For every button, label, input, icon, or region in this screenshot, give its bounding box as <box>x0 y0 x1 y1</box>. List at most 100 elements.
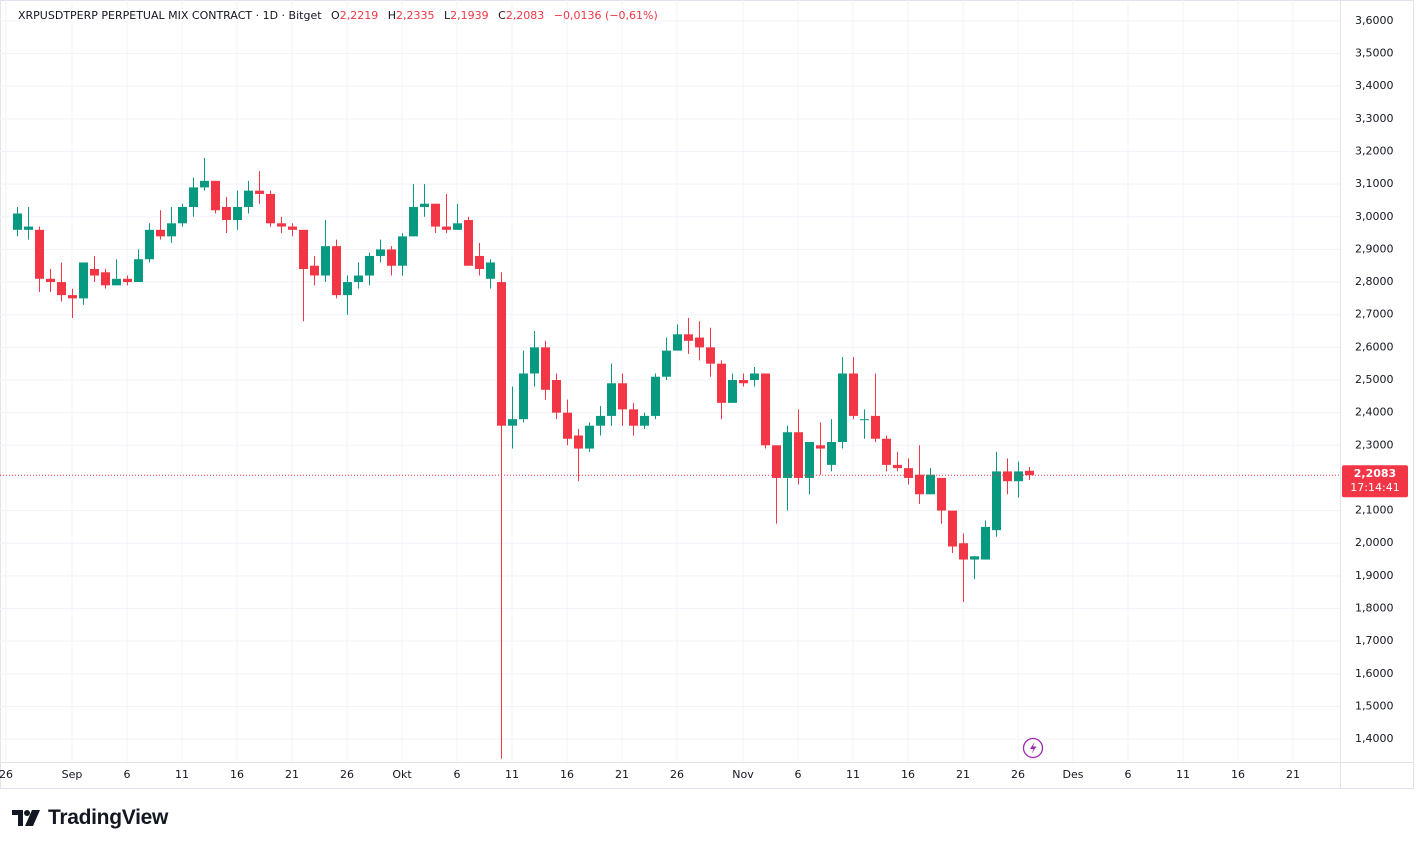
candle-body <box>244 190 253 207</box>
candle-body <box>68 295 77 299</box>
x-tick-label: 26 <box>670 768 684 781</box>
candle-body <box>101 272 110 286</box>
y-tick-label: 2,1000 <box>1355 504 1394 517</box>
candle-body <box>772 445 781 478</box>
candle-body <box>255 190 264 194</box>
candle-body <box>882 438 891 465</box>
candle-body <box>57 282 66 296</box>
candle-body <box>420 203 429 207</box>
candle-body <box>453 223 462 230</box>
candle-body <box>981 526 990 560</box>
flash-icon <box>1022 737 1044 759</box>
x-tick-label: 21 <box>285 768 299 781</box>
candle-body <box>365 255 374 276</box>
candle-body <box>178 206 187 224</box>
x-tick-label: 16 <box>1231 768 1245 781</box>
candle-body <box>970 556 979 560</box>
candle-body <box>266 193 275 224</box>
last-price-label: 2,2083 <box>1354 467 1396 480</box>
x-tick-label: 26 <box>0 768 13 781</box>
x-tick-label: 16 <box>560 768 574 781</box>
y-tick-label: 3,2000 <box>1355 144 1394 157</box>
candle-body <box>233 206 242 221</box>
candle-body <box>112 278 121 286</box>
y-tick-label: 1,4000 <box>1355 732 1394 745</box>
x-tick-label: 21 <box>1286 768 1300 781</box>
candle-body <box>497 282 506 426</box>
candle-body <box>871 415 880 439</box>
candle-body <box>541 347 550 390</box>
candle-body <box>585 425 594 449</box>
candle-body <box>508 419 517 426</box>
candle-body <box>684 334 693 341</box>
candle-body <box>893 464 902 469</box>
candle-body <box>794 432 803 478</box>
x-tick-label: 26 <box>340 768 354 781</box>
candle-body <box>629 409 638 426</box>
candle-body <box>992 471 1001 531</box>
candle-body <box>805 442 814 478</box>
candle-body <box>816 445 825 449</box>
candle-body <box>596 415 605 426</box>
legend-header: XRPUSDTPERP PERPETUAL MIX CONTRACT · 1D … <box>18 9 658 22</box>
x-tick-label: 6 <box>795 768 802 781</box>
candle-body <box>277 223 286 227</box>
candle-body <box>134 259 143 283</box>
candle-body <box>563 412 572 439</box>
candle-body <box>343 282 352 296</box>
candle-body <box>673 334 682 351</box>
axes: 1,4000 1,5000 1,6000 1,7000 1,8000 1,9000 2,00… <box>0 14 1408 781</box>
x-tick-label: 16 <box>230 768 244 781</box>
candle-body <box>926 474 935 495</box>
candle-body <box>222 206 231 221</box>
candle-body <box>321 246 330 276</box>
candle-body <box>849 373 858 416</box>
brand-name: TradingView <box>48 806 169 829</box>
candle-body <box>90 269 99 276</box>
x-tick-label: 21 <box>956 768 970 781</box>
last-price-tag <box>1342 465 1408 498</box>
candle-body <box>464 220 473 266</box>
candle-body <box>200 180 209 188</box>
y-tick-label: 2,5000 <box>1355 373 1394 386</box>
y-tick-label: 2,3000 <box>1355 438 1394 451</box>
candle-body <box>750 373 759 380</box>
candle-body <box>640 415 649 426</box>
symbol: XRPUSDTPERP PERPETUAL MIX CONTRACT · 1D … <box>18 9 322 22</box>
x-tick-label: 11 <box>175 768 189 781</box>
candle-body <box>728 380 737 403</box>
ohlc-value: 2,1939 <box>450 9 489 22</box>
candles <box>0 158 1340 759</box>
candle-body <box>1025 470 1034 476</box>
candle-body <box>35 229 44 279</box>
y-tick-label: 3,4000 <box>1355 79 1394 92</box>
y-tick-label: 2,0000 <box>1355 536 1394 549</box>
candle-body <box>123 278 132 283</box>
ohlc-value: 2,2219 <box>339 9 379 22</box>
candle-body <box>860 419 869 421</box>
chart-frame <box>0 0 1414 789</box>
candle-body <box>442 226 451 230</box>
x-tick-label: Nov <box>732 768 754 781</box>
y-tick-label: 1,5000 <box>1355 699 1394 712</box>
candle-body <box>618 383 627 410</box>
candle-body <box>552 380 561 413</box>
candle-body <box>156 229 165 237</box>
ohlc-value: 2,2335 <box>395 9 435 22</box>
candle-body <box>24 226 33 230</box>
candle-body <box>739 380 748 384</box>
candle-body <box>211 180 220 211</box>
ohlc-key: L <box>443 9 451 22</box>
candle-body <box>937 477 946 511</box>
ohlc-key: H <box>387 9 396 22</box>
candle-body <box>409 206 418 237</box>
candle-body <box>651 376 660 416</box>
ohlc-key: C <box>498 9 506 22</box>
brand-icon <box>12 810 40 826</box>
candle-body <box>948 510 957 547</box>
candle-body <box>717 363 726 403</box>
brand-logo[interactable]: TradingView <box>12 806 168 830</box>
candle-body <box>607 383 616 416</box>
